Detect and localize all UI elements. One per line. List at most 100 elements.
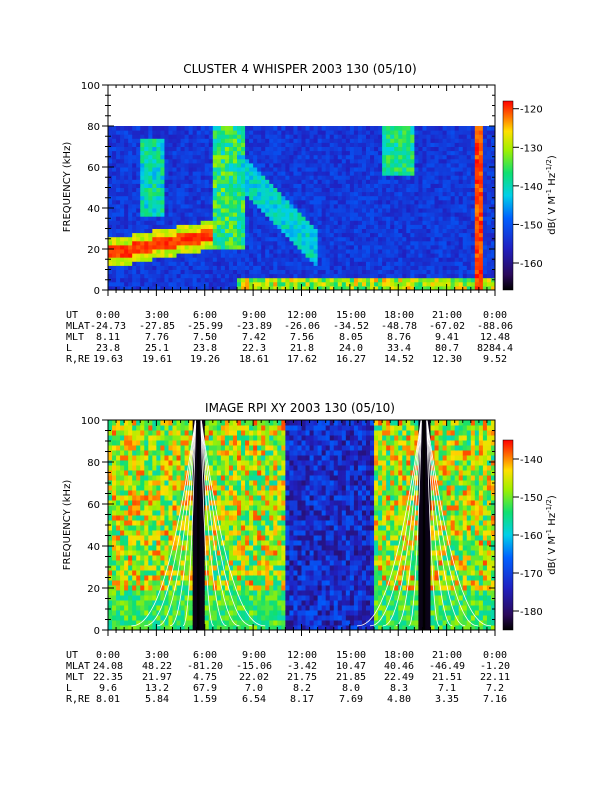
spectrogram-cell: [345, 162, 351, 168]
spectrogram-cell: [458, 273, 464, 279]
spectrogram-cell: [438, 249, 444, 254]
panel-title: IMAGE RPI XY 2003 130 (05/10): [205, 401, 395, 415]
spectrogram-cell: [305, 232, 311, 238]
spectrogram-cell: [269, 269, 274, 275]
spectrogram-cell: [132, 150, 137, 156]
spectrogram-cell: [438, 162, 444, 168]
spectrogram-cell: [116, 540, 121, 546]
spectrogram-cell: [168, 520, 173, 526]
spectrogram-cell: [414, 228, 419, 234]
spectrogram-cell: [168, 265, 173, 270]
spectrogram-cell: [422, 175, 427, 180]
spectrogram-cell: [204, 236, 210, 242]
spectrogram-cell: [357, 191, 363, 197]
spectrogram-cell: [108, 490, 113, 496]
spectrogram-cell: [406, 285, 411, 291]
spectrogram-cell: [321, 187, 327, 193]
spectrogram-cell: [349, 195, 355, 201]
ephemeris-value: -88.06: [477, 321, 513, 332]
spectrogram-cell: [116, 580, 121, 586]
spectrogram-cell: [245, 273, 250, 279]
spectrogram-cell: [297, 179, 302, 184]
spectrogram-cell: [305, 126, 311, 131]
spectrogram-cell: [184, 130, 190, 135]
spectrogram-cell: [152, 208, 157, 213]
spectrogram-cell: [265, 228, 270, 234]
spectrogram-cell: [132, 158, 137, 164]
spectrogram-cell: [168, 470, 173, 476]
spectrogram-cell: [180, 610, 186, 616]
spectrogram-cell: [112, 500, 117, 506]
spectrogram-cell: [297, 208, 302, 213]
spectrogram-cell: [410, 244, 415, 250]
spectrogram-cell: [450, 249, 456, 254]
spectrogram-cell: [148, 150, 153, 156]
spectrogram-cell: [265, 208, 270, 213]
ephemeris-value: 9.41: [435, 332, 459, 343]
spectrogram-cell: [438, 273, 444, 279]
spectrogram-cell: [108, 162, 113, 168]
spectrogram-cell: [152, 555, 157, 561]
spectrogram-cell: [321, 216, 327, 221]
spectrogram-cell: [406, 220, 411, 225]
spectrogram-cell: [176, 545, 182, 551]
spectrogram-cell: [442, 220, 448, 225]
spectrogram-cell: [180, 265, 186, 270]
spectrogram-cell: [349, 236, 355, 242]
ephemeris-value: 24.0: [339, 343, 363, 354]
spectrogram-cell: [152, 520, 157, 526]
spectrogram-cell: [180, 510, 186, 516]
spectrogram-cell: [281, 269, 286, 275]
spectrogram-cell: [140, 187, 145, 193]
spectrogram-cell: [184, 615, 190, 621]
spectrogram-cell: [164, 244, 169, 250]
spectrogram-cell: [333, 126, 339, 131]
spectrogram-cell: [152, 171, 157, 176]
spectrogram-cell: [152, 490, 157, 496]
spectrogram-cell: [398, 162, 403, 168]
spectrogram-cell: [269, 183, 274, 188]
spectrogram-cell: [333, 146, 339, 152]
spectrogram-cell: [341, 187, 347, 193]
spectrogram-cell: [458, 154, 464, 160]
spectrogram-cell: [200, 150, 206, 156]
spectrogram-cell: [140, 142, 145, 147]
spectrogram-cell: [124, 142, 129, 147]
spectrogram-cell: [313, 167, 319, 172]
spectrogram-cell: [184, 425, 190, 431]
spectrogram-cell: [353, 244, 359, 250]
spectrogram-cell: [168, 485, 173, 491]
spectrogram-cell: [152, 445, 157, 451]
spectrogram-cell: [112, 244, 117, 250]
spectrogram-cell: [168, 183, 173, 188]
spectrogram-cell: [132, 560, 137, 566]
spectrogram-cell: [309, 281, 315, 287]
spectrogram-cell: [144, 216, 149, 221]
spectrogram-cell: [333, 273, 339, 279]
spectrogram-cell: [220, 171, 226, 176]
ephemeris-value: 12.30: [432, 354, 462, 365]
spectrogram-cell: [414, 232, 419, 238]
spectrogram-cell: [402, 167, 407, 172]
spectrogram-cell: [180, 565, 186, 571]
spectrogram-cell: [128, 203, 133, 209]
spectrogram-cell: [478, 277, 484, 283]
spectrogram-cell: [482, 150, 488, 156]
spectrogram-cell: [152, 500, 157, 506]
spectrogram-cell: [124, 430, 129, 436]
spectrogram-cell: [305, 273, 311, 279]
spectrogram-cell: [478, 150, 484, 156]
spectrogram-cell: [486, 281, 492, 287]
spectrogram-cell: [406, 277, 411, 283]
spectrogram-cell: [321, 130, 327, 135]
spectrogram-cell: [490, 253, 496, 258]
spectrogram-cell: [136, 162, 141, 168]
spectrogram-cell: [341, 244, 347, 250]
spectrogram-cell: [349, 265, 355, 270]
spectrogram-cell: [482, 224, 488, 229]
spectrogram-cell: [265, 195, 270, 201]
spectrogram-cell: [237, 191, 242, 197]
spectrogram-cell: [486, 130, 492, 135]
spectrogram-cell: [442, 240, 448, 246]
spectrogram-cell: [309, 183, 315, 188]
